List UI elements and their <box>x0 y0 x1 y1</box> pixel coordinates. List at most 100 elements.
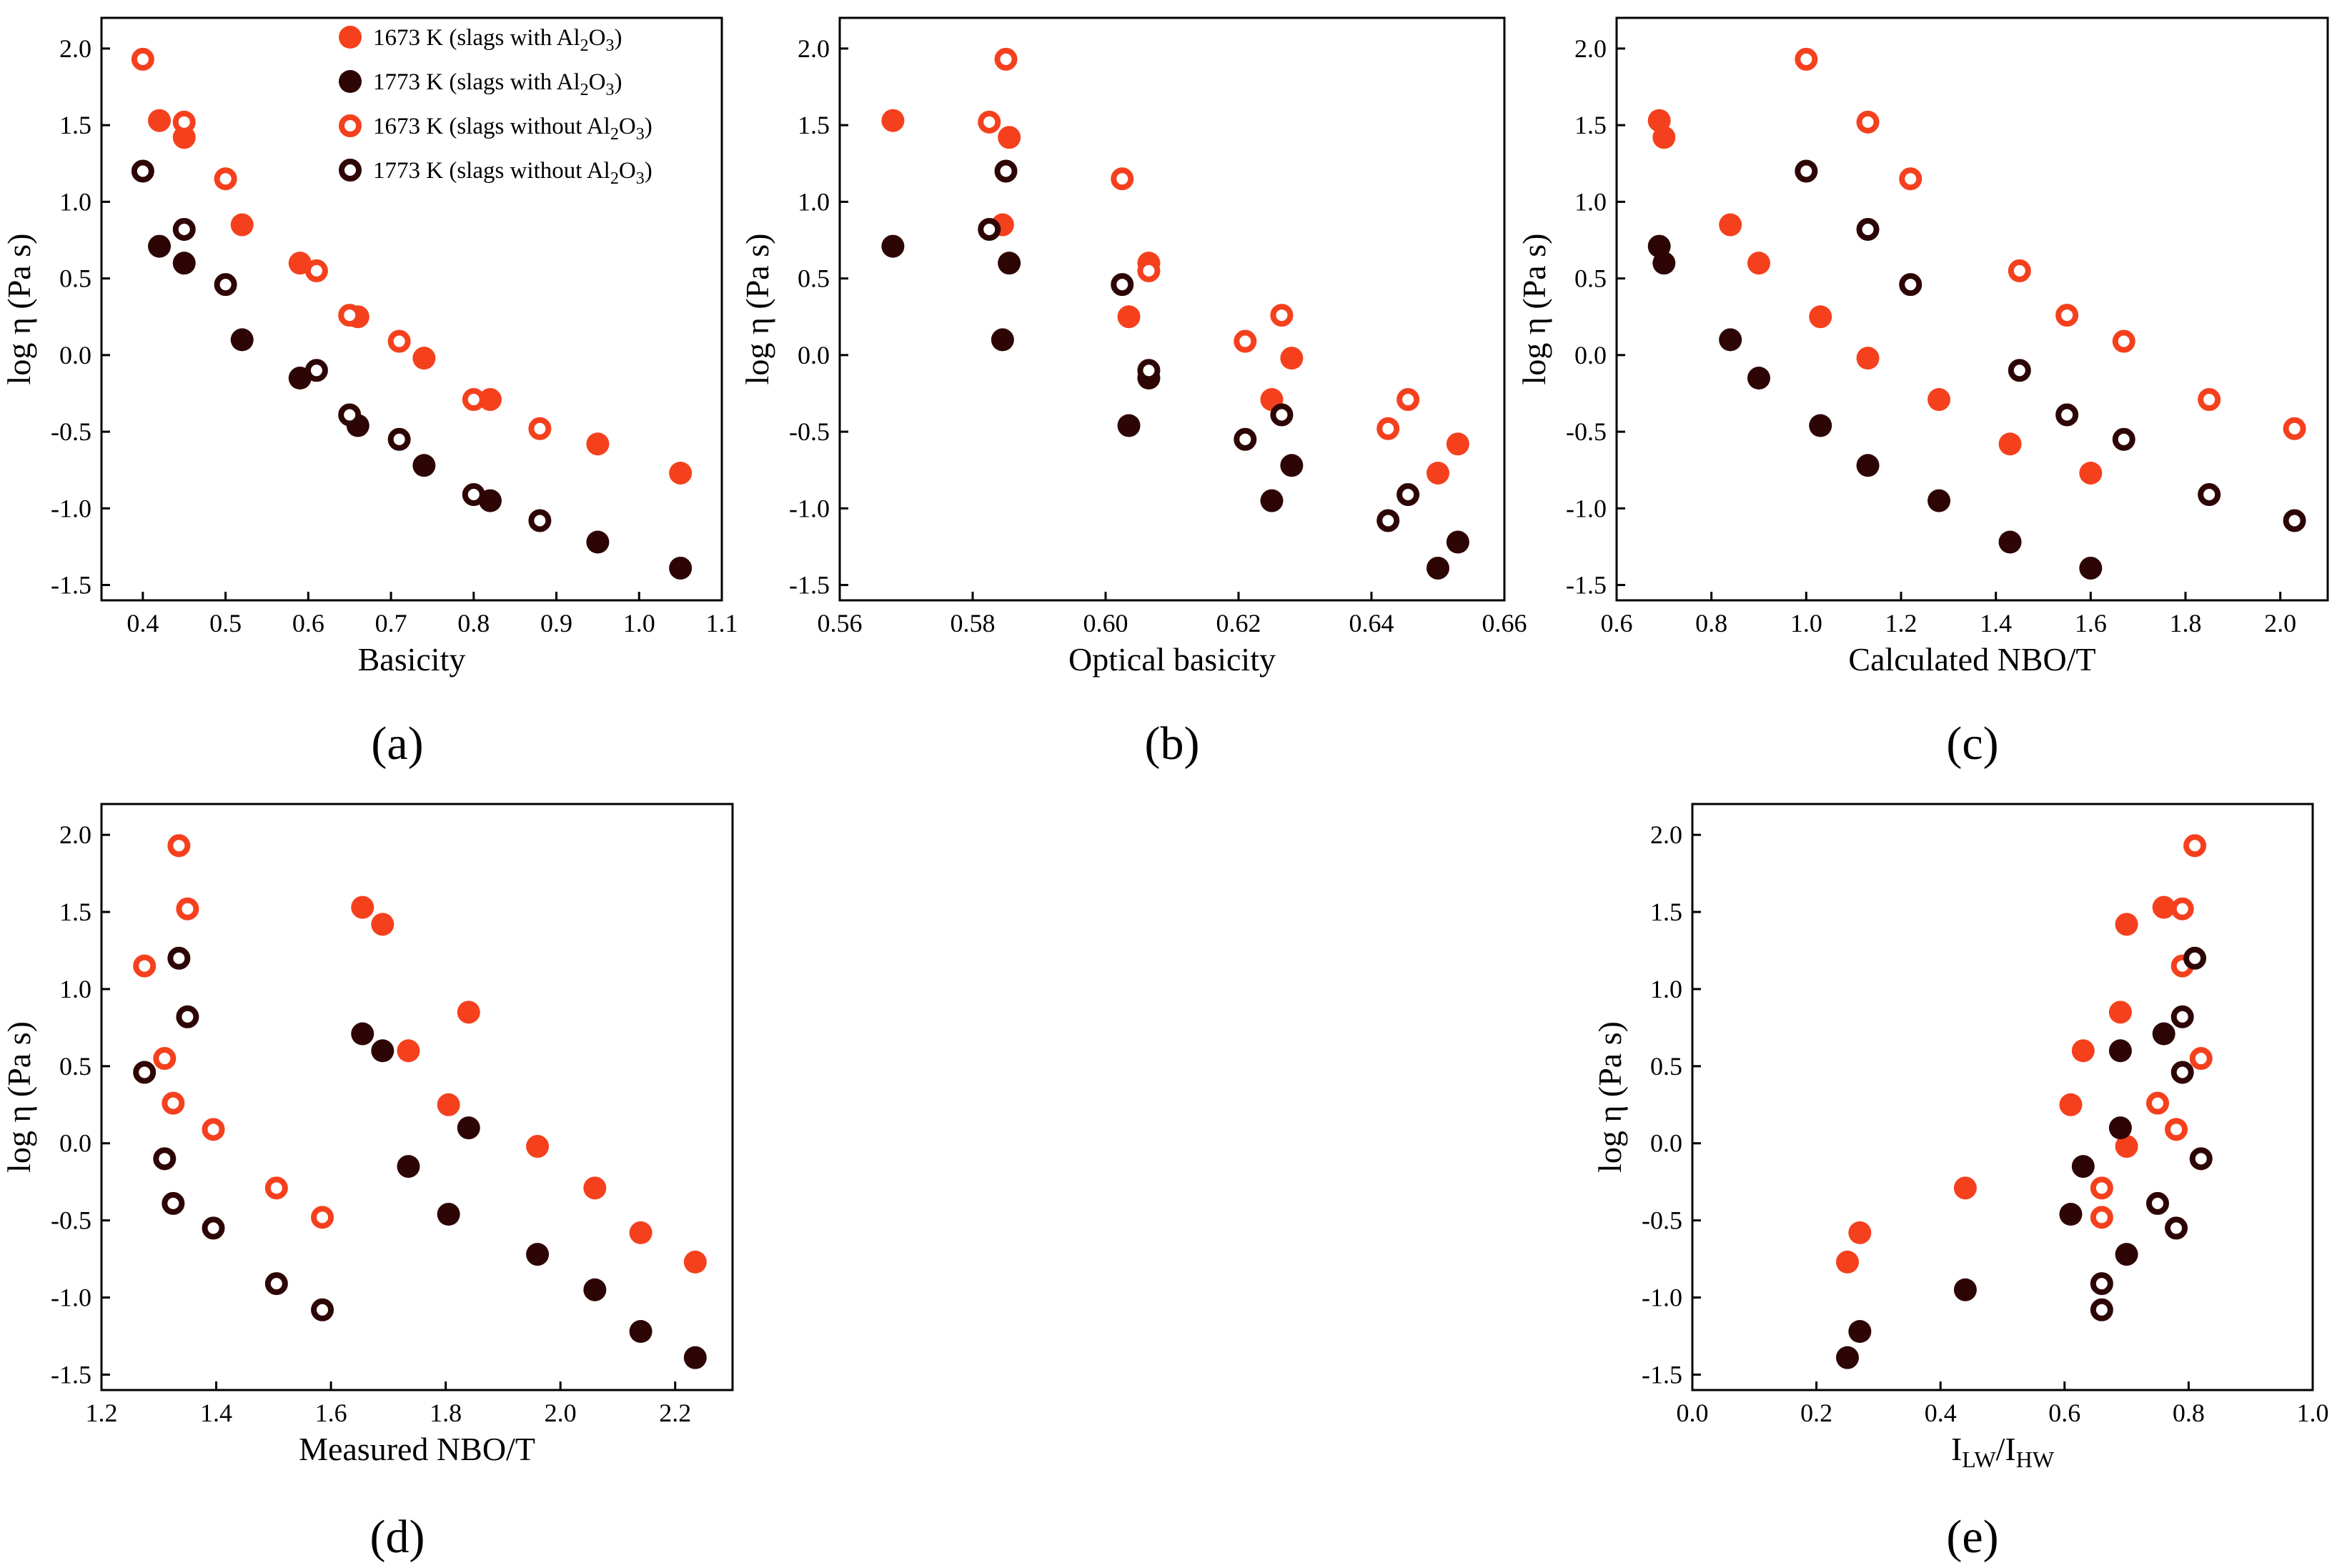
data-point <box>202 1118 225 1141</box>
data-point <box>994 159 1018 183</box>
y-tick-label: -1.0 <box>1566 494 1607 522</box>
data-point <box>1836 1250 1859 1274</box>
data-point <box>264 1176 288 1200</box>
data-point <box>2189 1147 2213 1171</box>
panel-c: 0.6 0.8 1.0 1.2 1.4 1.6 1.8 2.0 -1.5 -1.0 -0.5 0.0 0… <box>1516 16 2329 770</box>
y-tick-label: 1.5 <box>1574 111 1607 139</box>
data-point <box>1137 259 1161 282</box>
data-point <box>1260 489 1284 512</box>
data-point <box>412 454 436 477</box>
data-point <box>148 234 172 258</box>
data-point <box>2146 1091 2169 1115</box>
data-point <box>1396 388 1420 412</box>
y-tick-label: 1.5 <box>1650 898 1682 926</box>
data-point <box>2055 403 2079 427</box>
data-point <box>1848 1221 1872 1244</box>
x-axis-label: Measured NBO/T <box>299 1431 535 1467</box>
panel-label: (e) <box>1946 1511 1998 1563</box>
series-s1773_with <box>148 234 693 580</box>
data-point <box>167 946 191 970</box>
data-point <box>230 213 254 237</box>
series-s1673_with <box>1647 109 2103 485</box>
data-point <box>2198 483 2221 507</box>
data-point <box>1396 483 1420 507</box>
data-point <box>351 1022 374 1046</box>
data-point <box>264 1272 288 1296</box>
x-tick-label: 0.56 <box>818 609 863 637</box>
y-tick-label: 2.0 <box>59 820 91 849</box>
y-axis-label: log η (Pa s) <box>1 234 37 385</box>
y-tick-label: -0.5 <box>789 417 830 446</box>
panel-d: 1.2 1.4 1.6 1.8 2.0 2.2 -1.5 -1.0 -0.5 0.0 0.5 1.0 1… <box>1 803 734 1563</box>
data-point <box>1927 388 1951 412</box>
data-point <box>1117 414 1141 437</box>
panel-a: 0.4 0.5 0.6 0.7 0.8 0.9 1.0 1.1 -1.5 -1.0 -0.5 0.0 0… <box>1 16 738 770</box>
data-point <box>1856 347 1880 370</box>
y-tick-label: 0.0 <box>798 341 830 369</box>
data-point <box>2165 1118 2188 1141</box>
data-point <box>2059 1093 2083 1116</box>
data-point <box>2152 895 2175 919</box>
y-tick-label: -1.0 <box>789 494 830 522</box>
data-point <box>2108 1001 2132 1024</box>
data-point <box>1899 273 1922 297</box>
data-point <box>2146 1191 2169 1215</box>
y-tick-label: 1.5 <box>59 898 91 926</box>
data-point <box>669 556 693 580</box>
y-axis-label: log η (Pa s) <box>1592 1021 1628 1173</box>
y-tick-label: 0.5 <box>798 264 830 293</box>
plot-frame <box>1615 16 2329 602</box>
data-point <box>371 913 395 936</box>
x-tick-label: 1.0 <box>2297 1399 2329 1427</box>
data-point <box>583 1176 607 1200</box>
y-tick-label: 1.0 <box>1650 975 1682 1003</box>
x-tick-label: 0.64 <box>1349 609 1394 637</box>
data-point <box>998 126 1021 149</box>
x-tick-label: 0.66 <box>1482 609 1527 637</box>
y-tick-label: 0.0 <box>1574 341 1607 369</box>
series-s1673_with <box>881 109 1469 485</box>
legend-entry: 1773 K (slags with Al2O3) <box>373 69 622 99</box>
x-tick-label: 0.58 <box>951 609 996 637</box>
y-tick-label: 1.0 <box>59 187 91 216</box>
y-tick-label: 1.0 <box>59 975 91 1003</box>
data-point <box>991 328 1014 352</box>
x-tick-label: 1.4 <box>200 1399 232 1427</box>
y-axis-label: log η (Pa s) <box>1 1021 37 1173</box>
data-point <box>457 1116 480 1140</box>
data-point <box>683 1250 707 1274</box>
data-point <box>214 273 237 297</box>
legend-entry: 1673 K (slags without Al2O3) <box>373 114 653 144</box>
x-tick-label: 0.5 <box>209 609 242 637</box>
x-tick-label: 1.6 <box>2075 609 2107 637</box>
series-s1673_with <box>351 895 707 1274</box>
data-point <box>148 109 172 132</box>
data-point <box>1856 110 1880 134</box>
data-point <box>2071 1039 2095 1063</box>
data-point <box>2090 1272 2113 1296</box>
y-tick-label: 1.5 <box>59 111 91 139</box>
x-tick-label: 1.6 <box>315 1399 347 1427</box>
series-s1773_with <box>351 1022 707 1369</box>
series-s1773_without <box>131 159 552 532</box>
data-point <box>167 834 191 858</box>
data-point <box>1998 530 2022 554</box>
data-point <box>162 1191 185 1215</box>
data-point <box>462 388 485 412</box>
data-point <box>1234 427 1257 451</box>
data-point <box>304 259 328 282</box>
series-s1773_with <box>881 234 1469 580</box>
x-tick-label: 2.0 <box>2264 609 2296 637</box>
y-tick-label: -1.0 <box>1642 1284 1682 1312</box>
data-point <box>1836 1346 1859 1369</box>
data-point <box>1426 461 1449 485</box>
data-point <box>2115 1135 2138 1158</box>
series-s1673_without <box>978 47 1420 440</box>
data-point <box>478 388 502 412</box>
data-point <box>2008 359 2031 382</box>
x-axis-label: ILW/IHW <box>1951 1431 2055 1472</box>
series-s1673_without <box>1795 47 2306 440</box>
y-tick-label: 0.0 <box>59 341 91 369</box>
data-point <box>1719 328 1742 352</box>
data-point <box>1747 367 1770 390</box>
